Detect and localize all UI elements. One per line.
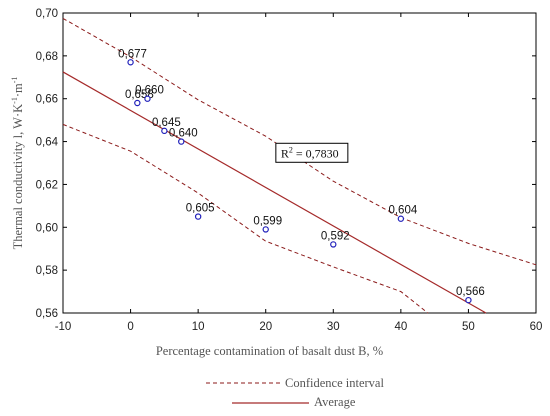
plot-frame	[62, 12, 537, 314]
data-label: 0,599	[253, 215, 282, 227]
confidence-lower-line	[62, 123, 429, 314]
data-point	[194, 213, 202, 220]
data-point	[178, 138, 185, 145]
x-axis: -10 0 10 20 30 40 50 60	[55, 13, 543, 333]
legend: Confidence interval Average	[206, 376, 384, 409]
y-tick-label: 0,60	[36, 222, 58, 234]
data-label: 0,645	[152, 117, 181, 129]
y-tick-label: 0,66	[36, 94, 58, 106]
x-tick-label: 40	[394, 321, 407, 333]
y-axis-title-main: Thermal conductivity l, W·K	[11, 104, 25, 250]
data-point	[397, 215, 405, 222]
data-label: 0,660	[135, 85, 164, 97]
x-tick-label: 30	[327, 321, 340, 333]
y-tick-label: 0,62	[36, 179, 58, 191]
y-tick-label: 0,68	[36, 51, 58, 63]
y-axis-title-mid: ·m	[11, 83, 25, 97]
x-tick-label: 60	[530, 321, 543, 333]
x-tick-label: 0	[127, 321, 133, 333]
data-point	[262, 226, 269, 233]
legend-average-label: Average	[314, 395, 356, 409]
data-label: 0,677	[118, 48, 147, 60]
data-label: 0,605	[186, 203, 215, 215]
y-tick-label: 0,56	[36, 308, 58, 320]
r2-annotation: R2 = 0,7830	[275, 142, 349, 163]
y-axis: 0,56 0,58 0,60 0,62 0,64 0,66 0,68 0,70	[36, 8, 536, 320]
x-tick-label: -10	[55, 321, 72, 333]
data-point	[330, 241, 337, 248]
data-label: 0,592	[321, 230, 350, 242]
y-axis-title-sup1: -1	[10, 97, 19, 104]
data-label: 0,640	[169, 128, 198, 140]
data-point	[465, 296, 472, 304]
data-point	[134, 99, 141, 107]
x-tick-label: 20	[259, 321, 272, 333]
legend-confidence-label: Confidence interval	[285, 376, 384, 390]
y-tick-label: 0,70	[36, 8, 58, 20]
data-points: 0,6770,6580,6600,6450,6400,6050,5990,592…	[118, 48, 485, 304]
y-axis-title-sup2: -1	[10, 77, 19, 84]
r2-superscript: 2	[289, 145, 293, 154]
x-tick-label: 50	[462, 321, 475, 333]
data-point	[127, 59, 134, 66]
x-axis-title: Percentage contamination of basalt dust …	[156, 344, 383, 358]
r2-box	[275, 142, 349, 163]
r2-label: R2 = 0,7830	[281, 145, 339, 160]
y-axis-title: Thermal conductivity l, W·K-1·m-1	[10, 77, 25, 250]
regression-line	[62, 71, 487, 314]
data-point	[161, 127, 168, 135]
plot-area: 0,56 0,58 0,60 0,62 0,64 0,66 0,68 0,70 -10 0 10 2…	[36, 8, 543, 333]
y-tick-label: 0,58	[36, 265, 58, 277]
r2-symbol: R	[281, 146, 289, 160]
r2-value: = 0,7830	[293, 146, 339, 160]
data-label: 0,566	[456, 286, 485, 298]
data-point	[144, 95, 151, 102]
x-tick-label: 10	[192, 321, 205, 333]
data-label: 0,604	[388, 205, 417, 217]
y-tick-label: 0,64	[36, 137, 59, 149]
